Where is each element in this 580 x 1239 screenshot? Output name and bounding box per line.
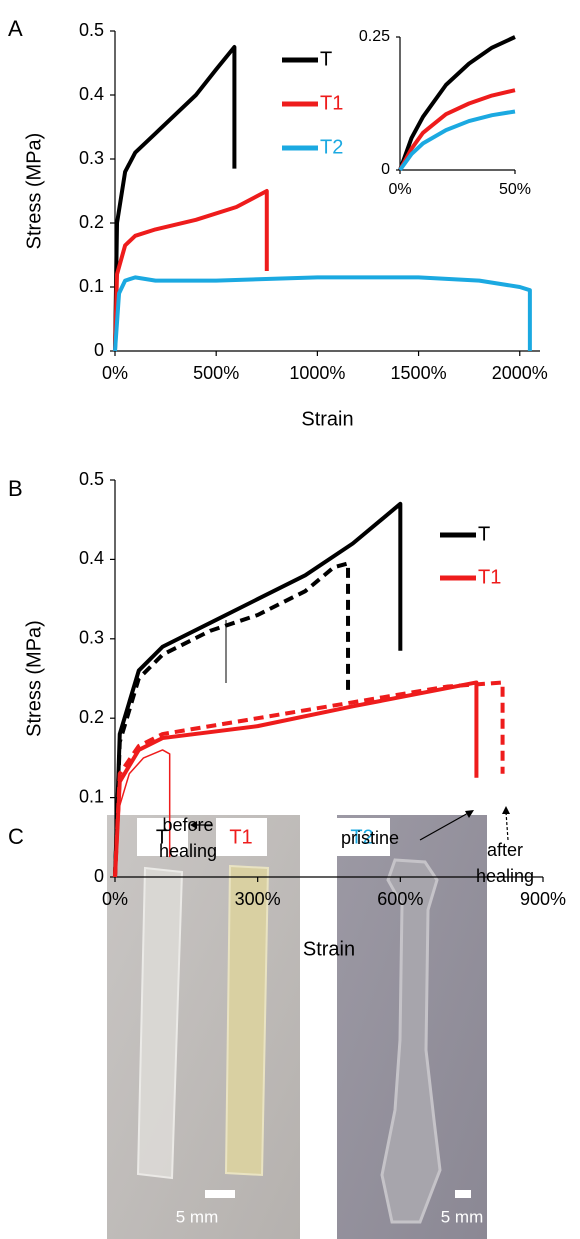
legend-label: T bbox=[320, 48, 332, 70]
arrow bbox=[505, 811, 509, 841]
x-tick-label: 300% bbox=[235, 889, 281, 909]
panel-label: A bbox=[8, 16, 23, 41]
x-axis-title: Strain bbox=[301, 408, 353, 430]
y-tick-label: 0 bbox=[381, 161, 390, 178]
x-tick-label: 600% bbox=[377, 889, 423, 909]
y-tick-label: 0.1 bbox=[79, 276, 104, 296]
legend-label: T1 bbox=[320, 92, 343, 114]
panel-label: B bbox=[8, 476, 23, 501]
x-tick-label: 900% bbox=[520, 889, 566, 909]
y-tick-label: 0.5 bbox=[79, 20, 104, 40]
series-line bbox=[113, 45, 237, 352]
scale-label: 5 mm bbox=[176, 1207, 219, 1226]
x-tick-label: 0% bbox=[102, 363, 128, 383]
y-tick-label: 0.2 bbox=[79, 212, 104, 232]
series-line bbox=[113, 680, 505, 878]
y-tick-label: 0.1 bbox=[79, 786, 104, 806]
sample-strip bbox=[224, 864, 270, 1177]
y-tick-label: 0.4 bbox=[79, 548, 104, 568]
x-tick-label: 0% bbox=[102, 889, 128, 909]
annotation: pristine bbox=[340, 828, 400, 848]
x-tick-label: 2000% bbox=[492, 363, 548, 383]
y-tick-label: 0.25 bbox=[359, 28, 390, 45]
x-tick-label: 0% bbox=[388, 181, 411, 198]
annotation: before healing bbox=[158, 815, 218, 861]
photo-label: T1 bbox=[229, 826, 252, 848]
y-tick-label: 0.4 bbox=[79, 84, 104, 104]
y-tick-label: 0 bbox=[94, 340, 104, 360]
legend-label: T bbox=[478, 523, 490, 545]
annotation: after healing bbox=[475, 840, 535, 886]
scale-bar bbox=[455, 1190, 471, 1198]
y-axis-title: Stress (MPa) bbox=[23, 620, 45, 737]
label-box bbox=[137, 818, 188, 856]
scale-bar bbox=[205, 1190, 235, 1198]
series-line bbox=[113, 561, 351, 878]
x-tick-label: 500% bbox=[193, 363, 239, 383]
sample-strip bbox=[136, 866, 184, 1180]
scale-label: 5 mm bbox=[441, 1207, 484, 1226]
x-tick-label: 1000% bbox=[289, 363, 345, 383]
y-tick-label: 0.2 bbox=[79, 707, 104, 727]
series-line bbox=[113, 275, 532, 352]
series-line bbox=[114, 749, 171, 878]
x-tick-label: 1500% bbox=[391, 363, 447, 383]
y-axis-title: Stress (MPa) bbox=[23, 133, 45, 250]
series-line bbox=[398, 109, 516, 172]
y-tick-label: 0.3 bbox=[79, 148, 104, 168]
y-tick-label: 0.3 bbox=[79, 628, 104, 648]
series-line bbox=[113, 189, 269, 352]
label-box bbox=[216, 818, 267, 856]
label-box bbox=[337, 818, 390, 856]
legend-label: T2 bbox=[320, 136, 343, 158]
series-line bbox=[398, 35, 516, 171]
series-line bbox=[113, 501, 403, 878]
photo-label: T bbox=[156, 826, 168, 848]
photo bbox=[107, 815, 300, 1239]
arrow-head bbox=[190, 821, 197, 829]
arrow-head bbox=[502, 806, 510, 814]
y-tick-label: 0.5 bbox=[79, 469, 104, 489]
photo-label: T2 bbox=[350, 826, 373, 848]
series-line bbox=[113, 680, 479, 878]
sample-dogbone bbox=[380, 858, 442, 1224]
series-line bbox=[398, 88, 516, 171]
arrow bbox=[419, 811, 471, 841]
x-tick-label: 50% bbox=[499, 181, 531, 198]
legend-label: T1 bbox=[478, 566, 501, 588]
y-tick-label: 0 bbox=[94, 866, 104, 886]
x-axis-title: Strain bbox=[303, 938, 355, 960]
arrow-head bbox=[465, 810, 474, 818]
panel-label: C bbox=[8, 824, 24, 849]
